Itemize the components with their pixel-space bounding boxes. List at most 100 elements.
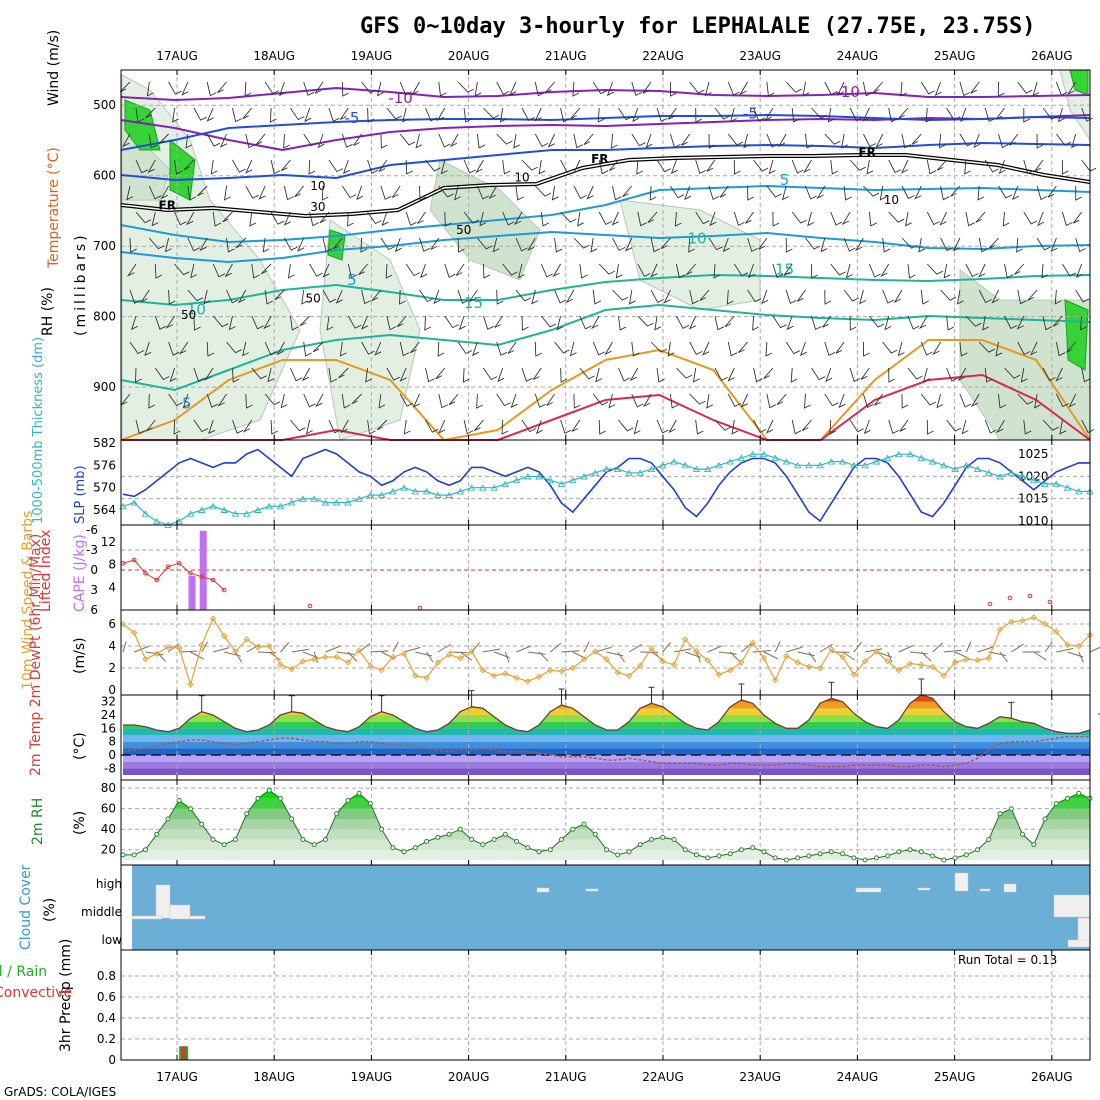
- cloud-level-label: middle: [81, 905, 122, 919]
- wind-barb: [918, 237, 926, 253]
- top-date-label: 25AUG: [934, 49, 976, 63]
- wind10m-barb: [617, 651, 625, 663]
- wind-barb: [845, 263, 853, 279]
- wind-barb: [624, 237, 633, 252]
- wind-barb: [882, 289, 895, 304]
- wind-barb: [538, 159, 546, 175]
- thickness-marker: [434, 491, 442, 499]
- wind-barb: [998, 393, 1007, 409]
- wind-barb: [702, 341, 710, 356]
- wind-barb: [535, 419, 543, 435]
- rh-marker: [199, 821, 205, 827]
- thickness-marker: [209, 502, 217, 510]
- wind-barb: [984, 159, 999, 173]
- wind-barb: [251, 367, 268, 380]
- wind-speed-marker: [254, 643, 262, 651]
- rh-marker: [975, 847, 981, 853]
- thickness-marker: [726, 458, 734, 465]
- wind-barb: [940, 237, 954, 252]
- wind-barb: [360, 315, 369, 330]
- wind-barb: [361, 289, 371, 305]
- wind-speed-marker: [850, 671, 858, 678]
- wind-barb: [636, 159, 644, 175]
- wind10m-barb: [347, 651, 358, 662]
- wind-barb: [228, 315, 236, 331]
- wind-barb: [483, 107, 500, 119]
- upper-ylabel-pressure: (millibars): [73, 232, 89, 336]
- wind-barb: [284, 237, 298, 251]
- wind-barb: [444, 315, 459, 329]
- wind-barb: [1027, 289, 1038, 301]
- wind-barb: [973, 133, 981, 149]
- thickness-line: [122, 453, 1090, 526]
- wind-barb: [708, 237, 723, 251]
- wind-speed-marker: [468, 648, 475, 655]
- wind-barb: [959, 81, 971, 97]
- isotherm-line: [120, 114, 1091, 152]
- isotherm-label: -10: [388, 89, 413, 107]
- wind-barb: [245, 133, 256, 149]
- wind-barb: [367, 159, 379, 174]
- panel-wind10m: 0 2 4 6: [108, 609, 1100, 697]
- wind-barb: [731, 419, 739, 435]
- wind-barb: [791, 419, 802, 435]
- wind-barb: [399, 393, 414, 407]
- thickness-marker: [265, 502, 273, 510]
- wind-barb: [830, 263, 846, 276]
- wind-barb: [579, 315, 592, 330]
- wind-barb: [237, 289, 247, 304]
- wind-barb: [181, 81, 189, 96]
- rh-marker: [356, 790, 362, 796]
- wind-barb: [583, 133, 594, 146]
- thickness-marker: [490, 484, 498, 491]
- wind-barb: [766, 81, 775, 97]
- wind-barb: [513, 211, 523, 226]
- thickness-marker: [681, 461, 689, 469]
- wind-barb: [882, 237, 891, 253]
- wind-barb: [301, 367, 311, 382]
- rh-marker: [795, 855, 801, 861]
- thickness-marker: [1007, 469, 1016, 476]
- rh-marker: [738, 847, 744, 853]
- li-marker: [131, 557, 137, 563]
- wind-barb: [573, 159, 581, 174]
- wind-barb: [841, 133, 848, 149]
- thickness-marker: [985, 469, 993, 476]
- wind-barb: [1036, 134, 1044, 149]
- li-marker: [1027, 593, 1033, 599]
- wind-barb: [1023, 108, 1031, 123]
- rh-marker: [424, 839, 430, 844]
- wind10m-barb: [370, 650, 389, 653]
- wind-barb: [515, 237, 528, 252]
- upper-ytick-label: 700: [93, 239, 116, 253]
- thickness-marker: [479, 484, 487, 491]
- temp-label: 2m Temp 2m DewPt (6hr Min/Max): [28, 534, 44, 776]
- wind-barb: [669, 393, 679, 409]
- rh-marker: [873, 855, 879, 861]
- wind-barb: [436, 107, 446, 122]
- wind-barb: [560, 107, 570, 123]
- thickness-marker: [231, 510, 240, 517]
- wind-barb: [926, 419, 934, 435]
- wind-speed-marker: [749, 639, 756, 646]
- credit-label: GrADS: COLA/IGES: [4, 1085, 116, 1099]
- temp-tick-label: 24: [101, 708, 116, 722]
- wind-speed-marker: [1008, 618, 1015, 625]
- wind-barb: [688, 237, 695, 253]
- thickness-tick-label: 570: [93, 481, 116, 495]
- wind-barb: [556, 315, 564, 331]
- wind-barb: [984, 107, 996, 123]
- wind-barb: [301, 289, 309, 305]
- wind10m-barb: [190, 651, 205, 660]
- wind-barb: [267, 367, 275, 383]
- rh-marker: [345, 798, 351, 803]
- wind-barb: [829, 419, 837, 435]
- wind-barb: [193, 419, 209, 433]
- wind-barb: [438, 185, 454, 198]
- wind-speed-marker: [592, 648, 599, 655]
- wind-tick-label: 0: [108, 683, 116, 697]
- wind-barb: [689, 393, 706, 405]
- wind-barb: [391, 185, 401, 198]
- temp-tick-label: 8: [108, 735, 116, 749]
